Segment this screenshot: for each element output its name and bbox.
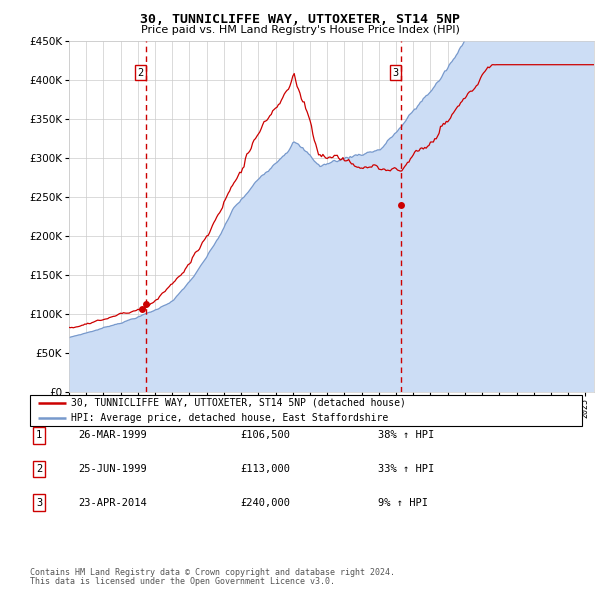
Text: This data is licensed under the Open Government Licence v3.0.: This data is licensed under the Open Gov…: [30, 577, 335, 586]
FancyBboxPatch shape: [30, 395, 582, 426]
Text: 23-APR-2014: 23-APR-2014: [78, 498, 147, 507]
Text: 1: 1: [36, 431, 42, 440]
Text: £113,000: £113,000: [240, 464, 290, 474]
Text: 38% ↑ HPI: 38% ↑ HPI: [378, 431, 434, 440]
Text: 2: 2: [137, 67, 143, 77]
Text: 26-MAR-1999: 26-MAR-1999: [78, 431, 147, 440]
Text: HPI: Average price, detached house, East Staffordshire: HPI: Average price, detached house, East…: [71, 414, 389, 423]
Text: Price paid vs. HM Land Registry's House Price Index (HPI): Price paid vs. HM Land Registry's House …: [140, 25, 460, 35]
Text: 33% ↑ HPI: 33% ↑ HPI: [378, 464, 434, 474]
Text: Contains HM Land Registry data © Crown copyright and database right 2024.: Contains HM Land Registry data © Crown c…: [30, 568, 395, 577]
Text: £240,000: £240,000: [240, 498, 290, 507]
Text: 30, TUNNICLIFFE WAY, UTTOXETER, ST14 5NP (detached house): 30, TUNNICLIFFE WAY, UTTOXETER, ST14 5NP…: [71, 398, 406, 408]
Text: 3: 3: [392, 67, 398, 77]
Text: £106,500: £106,500: [240, 431, 290, 440]
Text: 25-JUN-1999: 25-JUN-1999: [78, 464, 147, 474]
Text: 30, TUNNICLIFFE WAY, UTTOXETER, ST14 5NP: 30, TUNNICLIFFE WAY, UTTOXETER, ST14 5NP: [140, 13, 460, 26]
Text: 3: 3: [36, 498, 42, 507]
Text: 9% ↑ HPI: 9% ↑ HPI: [378, 498, 428, 507]
Text: 2: 2: [36, 464, 42, 474]
